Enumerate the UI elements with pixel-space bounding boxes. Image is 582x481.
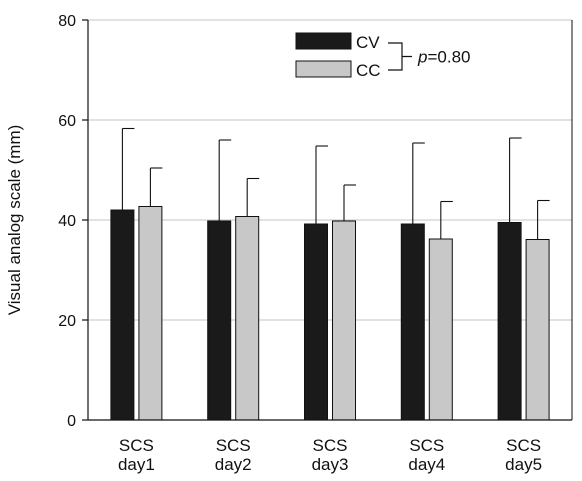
legend-label-cv: CV bbox=[356, 33, 380, 52]
bar-cv bbox=[400, 223, 425, 421]
legend-bracket bbox=[388, 42, 412, 71]
bar-cv bbox=[497, 222, 522, 421]
error-bars bbox=[121, 127, 550, 240]
bar-cc bbox=[235, 216, 260, 421]
bars bbox=[110, 206, 550, 421]
p-value-value: =0.80 bbox=[427, 48, 470, 67]
bar-cv bbox=[110, 209, 135, 421]
bar-cc bbox=[525, 239, 550, 421]
p-value-annotation: p=0.80 bbox=[388, 42, 470, 71]
bar-cc bbox=[428, 238, 453, 421]
x-category-label: SCS day3 bbox=[312, 436, 349, 474]
bar-cc bbox=[138, 206, 163, 421]
legend-swatch-cv bbox=[295, 32, 352, 50]
legend-label-cc: CC bbox=[356, 61, 381, 80]
y-tick-label: 80 bbox=[58, 13, 76, 30]
x-category-label: SCS day4 bbox=[408, 436, 445, 474]
y-tick-label: 40 bbox=[58, 213, 76, 230]
x-axis-labels: SCS day1 SCS day2 SCS day3 SCS day4 SCS day5 bbox=[118, 436, 542, 474]
bar-cv bbox=[207, 220, 232, 421]
p-value-text: p=0.80 bbox=[417, 48, 470, 67]
x-category-label: SCS day2 bbox=[215, 436, 252, 474]
bar-cc bbox=[332, 220, 356, 421]
p-value-symbol: p bbox=[417, 48, 427, 67]
bar-cv bbox=[304, 223, 328, 421]
y-tick-label: 0 bbox=[67, 413, 76, 430]
y-tick-label: 60 bbox=[58, 113, 76, 130]
x-category-label: SCS day1 bbox=[118, 436, 155, 474]
y-axis-ticks: 0 20 40 60 80 bbox=[58, 13, 88, 430]
y-tick-label: 20 bbox=[58, 313, 76, 330]
x-category-label: SCS day5 bbox=[505, 436, 542, 474]
y-axis-title: Visual analog scale (mm) bbox=[5, 125, 24, 316]
gridlines bbox=[88, 19, 572, 321]
legend-swatch-cc bbox=[295, 60, 352, 78]
legend: CV CC bbox=[295, 32, 381, 80]
